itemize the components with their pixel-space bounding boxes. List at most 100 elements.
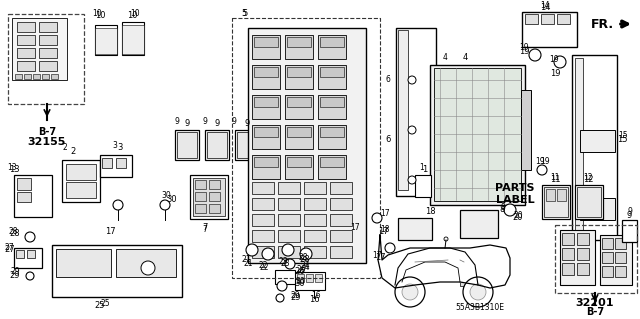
- Bar: [56, 249, 111, 277]
- Text: 9: 9: [184, 120, 189, 129]
- Bar: [306, 274, 313, 282]
- Text: 9: 9: [232, 117, 236, 127]
- Circle shape: [504, 204, 516, 216]
- Text: 19: 19: [519, 48, 529, 56]
- Text: 25: 25: [95, 301, 105, 310]
- Bar: [27, 250, 35, 258]
- Bar: [66, 182, 96, 198]
- Circle shape: [372, 213, 382, 223]
- Bar: [542, 185, 570, 219]
- Bar: [252, 65, 280, 89]
- Bar: [24, 74, 31, 79]
- Text: 17: 17: [105, 227, 115, 236]
- Circle shape: [463, 277, 493, 307]
- Bar: [42, 74, 49, 79]
- Circle shape: [300, 248, 312, 260]
- Bar: [248, 28, 366, 263]
- Text: 29: 29: [291, 293, 301, 302]
- Text: 29: 29: [290, 292, 300, 300]
- Bar: [546, 189, 555, 201]
- Bar: [275, 270, 295, 284]
- Text: 19: 19: [550, 70, 560, 78]
- Bar: [17, 22, 35, 32]
- Bar: [320, 157, 344, 167]
- Text: 30: 30: [166, 196, 177, 204]
- Bar: [460, 210, 498, 238]
- Bar: [66, 164, 96, 180]
- Bar: [602, 238, 613, 249]
- Text: 21: 21: [243, 259, 253, 269]
- Bar: [12, 18, 67, 80]
- Bar: [39, 35, 57, 45]
- Bar: [287, 37, 311, 47]
- Bar: [615, 238, 626, 249]
- Bar: [62, 160, 100, 202]
- Circle shape: [282, 244, 294, 256]
- Text: 10: 10: [92, 10, 102, 19]
- Text: FR.: FR.: [591, 18, 614, 31]
- Circle shape: [408, 176, 416, 184]
- Bar: [237, 132, 257, 158]
- Bar: [8, 14, 84, 104]
- Bar: [602, 252, 613, 263]
- Text: 11: 11: [550, 174, 560, 182]
- Bar: [209, 180, 220, 189]
- Bar: [430, 65, 525, 205]
- Bar: [205, 130, 229, 160]
- Bar: [615, 266, 626, 277]
- Bar: [52, 245, 182, 297]
- Circle shape: [408, 76, 416, 84]
- Text: 22: 22: [259, 261, 268, 270]
- Circle shape: [554, 56, 566, 68]
- Text: 32155: 32155: [28, 137, 66, 147]
- Bar: [190, 175, 228, 219]
- Text: 18: 18: [380, 226, 390, 234]
- Text: 28: 28: [298, 254, 308, 263]
- Bar: [252, 246, 274, 258]
- Text: 27: 27: [4, 246, 15, 255]
- Circle shape: [277, 281, 287, 291]
- Bar: [16, 250, 24, 258]
- Bar: [304, 198, 326, 210]
- Text: 10: 10: [130, 10, 140, 19]
- Bar: [580, 198, 615, 220]
- Text: 19: 19: [540, 158, 550, 167]
- Circle shape: [408, 126, 416, 134]
- Bar: [254, 67, 278, 77]
- Bar: [252, 35, 280, 59]
- Bar: [17, 48, 35, 58]
- Circle shape: [141, 261, 155, 275]
- Bar: [254, 97, 278, 107]
- Text: 28: 28: [10, 228, 20, 238]
- Bar: [575, 58, 583, 236]
- Bar: [320, 37, 344, 47]
- Text: 13: 13: [9, 166, 19, 174]
- Bar: [285, 95, 313, 119]
- Text: 16: 16: [311, 291, 321, 300]
- Text: 3: 3: [113, 140, 117, 150]
- Bar: [122, 22, 144, 55]
- Text: 26: 26: [294, 268, 305, 277]
- Bar: [434, 68, 521, 201]
- Text: 11: 11: [550, 175, 560, 184]
- Text: 13: 13: [7, 164, 17, 173]
- Bar: [175, 130, 199, 160]
- Bar: [102, 158, 112, 168]
- Bar: [39, 61, 57, 71]
- Bar: [330, 214, 352, 226]
- Circle shape: [470, 284, 486, 300]
- Text: 12: 12: [583, 174, 593, 182]
- Text: 10: 10: [95, 11, 105, 19]
- Text: 20: 20: [513, 213, 524, 222]
- Text: 10: 10: [127, 11, 137, 19]
- Text: 18: 18: [425, 207, 435, 217]
- Text: 19: 19: [519, 43, 529, 53]
- Text: B-7: B-7: [38, 127, 56, 137]
- Bar: [232, 18, 380, 278]
- Text: 14: 14: [540, 2, 550, 11]
- Bar: [95, 28, 117, 54]
- Bar: [116, 158, 126, 168]
- Bar: [254, 157, 278, 167]
- Text: 19: 19: [535, 158, 545, 167]
- Bar: [304, 182, 326, 194]
